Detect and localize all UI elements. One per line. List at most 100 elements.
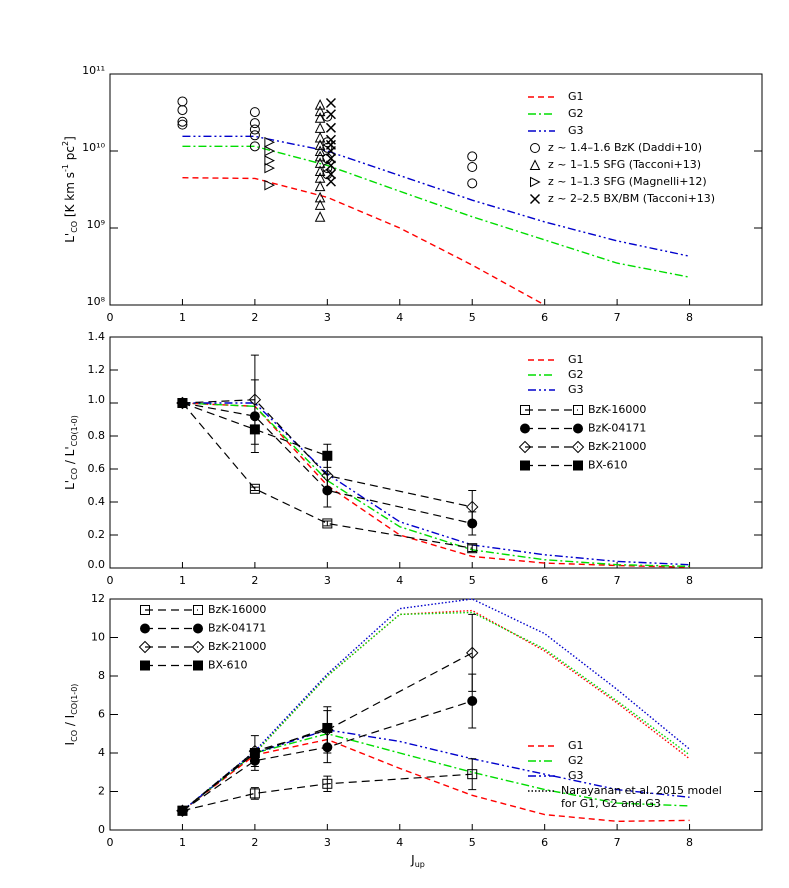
marker: [249, 141, 260, 152]
x-tick-label: 5: [469, 836, 476, 849]
marker: [314, 150, 326, 162]
x-tick-label: 6: [541, 574, 548, 587]
legend-label: G3: [568, 383, 584, 396]
marker: [314, 139, 326, 150]
marker: [325, 122, 336, 133]
marker: [520, 423, 530, 434]
marker: [571, 440, 585, 454]
x-tick-label: 7: [614, 836, 621, 849]
label-part: L': [63, 233, 77, 243]
marker: [573, 460, 583, 471]
y-tick-label: 0.2: [88, 528, 106, 541]
marker: [314, 99, 326, 110]
x-tick-label: 4: [396, 311, 403, 324]
marker: [467, 543, 478, 554]
label-part: up: [415, 860, 425, 869]
legend-label: BzK-16000: [208, 603, 266, 616]
x-tick-label: 3: [324, 311, 331, 324]
axis-label: ICO / ICO(1-0): [63, 684, 79, 746]
y-tick-label: 0.8: [88, 429, 106, 442]
label-part: J: [410, 853, 415, 867]
error-bar: [323, 775, 332, 792]
legend-label: G2: [568, 107, 584, 120]
legend-label: z ~ 1–1.3 SFG (Magnelli+12): [548, 175, 707, 188]
y-tick-label: 10⁸: [87, 295, 106, 308]
legend-label: z ~ 1.4–1.6 BzK (Daddi+10): [548, 141, 702, 154]
label-part: / L': [63, 446, 77, 468]
legend-label: G1: [568, 353, 584, 366]
y-tick-label: 0: [98, 823, 105, 836]
legend-label: G1: [568, 739, 584, 752]
label-part: -1: [61, 164, 70, 172]
marker: [321, 469, 334, 482]
model-line: [182, 145, 690, 278]
label-part: ]: [63, 136, 77, 141]
legend-label: BzK-21000: [588, 440, 646, 453]
legend-label: G3: [568, 124, 584, 137]
x-tick-label: 1: [179, 574, 186, 587]
marker: [249, 118, 260, 129]
observation-line: [182, 402, 473, 525]
x-tick-label: 1: [179, 836, 186, 849]
x-tick-label: 2: [251, 574, 258, 587]
marker: [177, 398, 188, 408]
y-tick-label: 6: [98, 708, 105, 721]
legend-label: G1: [568, 90, 584, 103]
marker: [264, 179, 275, 191]
observation-line: [182, 700, 473, 812]
marker: [177, 805, 188, 816]
label-part: CO: [70, 730, 79, 742]
marker: [314, 105, 326, 117]
y-tick-label: 0.6: [88, 462, 106, 475]
observation-line: [182, 399, 473, 508]
model-line: [182, 402, 690, 566]
x-tick-label: 3: [324, 574, 331, 587]
model-line: [182, 609, 690, 812]
x-tick-label: 8: [686, 574, 693, 587]
marker: [529, 193, 541, 205]
legend-label: z ~ 1–1.5 SFG (Tacconi+13): [548, 158, 701, 171]
x-tick-label: 8: [686, 836, 693, 849]
x-tick-label: 5: [469, 574, 476, 587]
model-line: [182, 738, 690, 823]
x-tick-label: 3: [324, 836, 331, 849]
observation-line: [182, 773, 473, 812]
marker: [529, 159, 541, 170]
x-tick-label: 0: [107, 311, 114, 324]
marker: [249, 748, 260, 758]
label-part: CO(1-0): [70, 415, 79, 446]
axis-label: Jup: [410, 853, 425, 869]
error-bar: [468, 758, 477, 791]
marker: [530, 143, 540, 153]
y-tick-label: 10¹⁰: [82, 141, 105, 154]
marker: [264, 145, 275, 157]
error-bar: [250, 787, 259, 800]
marker: [193, 605, 203, 615]
x-tick-label: 4: [396, 574, 403, 587]
marker: [314, 180, 326, 192]
marker: [314, 165, 326, 176]
marker: [518, 440, 532, 454]
marker: [249, 124, 260, 135]
y-tick-label: 10¹¹: [82, 64, 105, 77]
error-bar: [468, 613, 477, 692]
marker: [325, 109, 336, 120]
marker: [264, 155, 275, 166]
marker: [177, 116, 188, 127]
marker: [467, 696, 478, 707]
plot-frame: [109, 73, 763, 306]
marker: [325, 145, 336, 157]
x-tick-label: 5: [469, 311, 476, 324]
label-part: / I: [63, 715, 77, 730]
marker: [530, 176, 541, 188]
marker: [314, 145, 326, 156]
x-tick-label: 6: [541, 836, 548, 849]
marker: [314, 199, 326, 210]
x-tick-label: 4: [396, 836, 403, 849]
marker: [177, 96, 188, 107]
legend-label: z ~ 2–2.5 BX/BM (Tacconi+13): [548, 192, 715, 205]
x-tick-label: 0: [107, 574, 114, 587]
marker: [325, 134, 336, 145]
model-line: [182, 402, 690, 568]
marker: [466, 500, 479, 514]
